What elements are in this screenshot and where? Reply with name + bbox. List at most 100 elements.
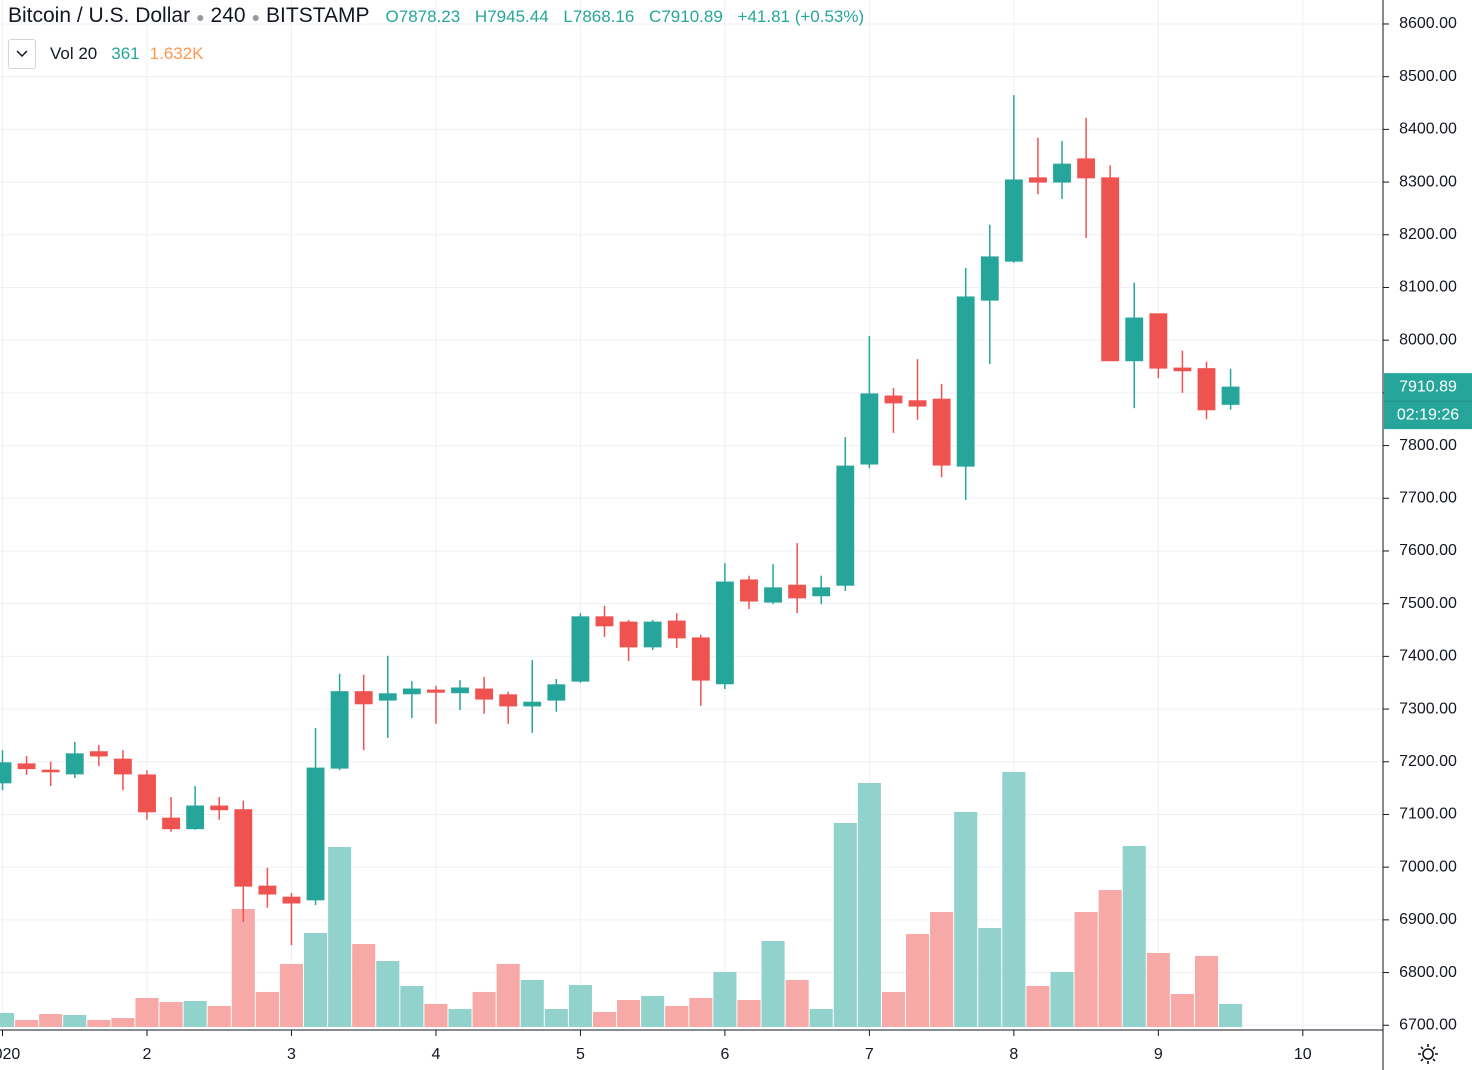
candle-body: [860, 393, 879, 465]
ohlc-letter: O: [385, 7, 399, 26]
volume-bar: [592, 1011, 617, 1027]
candle-body: [1125, 317, 1144, 362]
volume-bar: [713, 971, 737, 1027]
x-tick-label: 6: [720, 1046, 729, 1063]
candle-body: [691, 637, 710, 681]
change: +41.81 (+0.53%): [737, 7, 865, 26]
candle-body: [475, 688, 494, 700]
candle-body: [17, 763, 36, 770]
y-tick-label: 7300.00: [1399, 700, 1457, 717]
grid: [0, 0, 1383, 1030]
candle-body: [1004, 179, 1023, 262]
y-tick-label: 8200.00: [1399, 226, 1457, 243]
volume-bar: [496, 964, 520, 1027]
candle-layer: [0, 95, 1240, 946]
volume-legend: Vol 20 361 1.632K: [8, 39, 204, 69]
candle-body: [162, 817, 180, 830]
volume-bar: [1170, 994, 1194, 1027]
candle-body: [740, 579, 758, 602]
y-tick-label: 8100.00: [1399, 279, 1457, 296]
y-tick-label: 7000.00: [1399, 858, 1457, 875]
candle-body: [1149, 313, 1168, 369]
volume-bar: [1194, 955, 1219, 1027]
y-tick-label: 7100.00: [1399, 806, 1457, 823]
candle-body: [836, 465, 855, 586]
volume-bar: [1002, 772, 1026, 1027]
volume-bar: [376, 961, 400, 1027]
volume-bar: [400, 985, 424, 1027]
candle-body: [427, 689, 445, 693]
volume-layer: [0, 772, 1243, 1027]
candle-body: [980, 256, 999, 301]
volume-bar: [641, 995, 665, 1027]
candle-body: [1101, 177, 1120, 362]
candle-body: [186, 805, 205, 830]
x-tick-label: 9: [1154, 1046, 1163, 1063]
ohlc-letter: C: [649, 7, 662, 26]
y-tick-label: 7200.00: [1399, 753, 1457, 770]
interval: 240: [210, 4, 246, 27]
y-tick-label: 7400.00: [1399, 648, 1457, 665]
ohlc-letter: H: [474, 7, 488, 26]
y-tick-label: 7500.00: [1399, 595, 1457, 612]
candle-body: [378, 693, 397, 701]
ohlc-value: 7868.16: [572, 7, 635, 26]
header: Bitcoin / U.S. Dollar ● 240 ● BITSTAMP O78…: [8, 4, 874, 28]
volume-bar: [87, 1019, 111, 1027]
candle-body: [932, 398, 951, 466]
y-tick-label: 8300.00: [1399, 173, 1457, 190]
candle-body: [65, 753, 84, 775]
volume-bar: [833, 823, 857, 1027]
collapse-button[interactable]: [8, 39, 36, 69]
volume-bar: [135, 998, 159, 1027]
volume-bar: [279, 964, 304, 1027]
volume-bar: [881, 991, 905, 1027]
candle-body: [812, 587, 831, 597]
settings-icon[interactable]: [1418, 1044, 1438, 1064]
candle-body: [764, 587, 782, 603]
candle-body: [402, 688, 421, 695]
volume-bar: [785, 979, 809, 1027]
volume-bar: [448, 1008, 472, 1027]
ohlc-value: 7910.89: [661, 7, 723, 26]
volume-bar: [63, 1015, 87, 1027]
candle-body: [354, 691, 373, 705]
candle-body: [306, 767, 325, 901]
volume-bar: [544, 1008, 568, 1027]
candle-body: [595, 616, 614, 627]
volume-ma: 1.632K: [149, 44, 204, 63]
candle-body: [1053, 163, 1071, 183]
volume-bar: [472, 991, 496, 1027]
volume-bar: [761, 941, 785, 1027]
y-tick-label: 6900.00: [1399, 911, 1457, 928]
candle-body: [138, 774, 156, 813]
symbol-title: Bitcoin / U.S. Dollar: [8, 4, 191, 27]
volume-bar: [520, 979, 544, 1027]
x-tick-label: 3: [287, 1046, 296, 1063]
volume-bar: [0, 1012, 15, 1027]
candle-body: [1221, 386, 1240, 405]
volume-value: 361: [111, 44, 140, 63]
x-tick-label: 4: [431, 1046, 440, 1063]
candle-body: [451, 687, 469, 694]
ohlc-letter: L: [563, 7, 573, 26]
candle-body: [908, 400, 927, 407]
y-axis: 6700.00 6800.00 6900.00 7000.00 7100.00 7200.…: [1383, 15, 1457, 1030]
y-tick-label: 7600.00: [1399, 542, 1457, 559]
y-tick-label: 6800.00: [1399, 964, 1457, 981]
ohlc-value: 7878.23: [398, 7, 461, 26]
volume-bar: [568, 985, 592, 1027]
volume-bar: [1219, 1004, 1243, 1027]
volume-bar: [15, 1019, 39, 1027]
candle-body: [499, 694, 518, 707]
candle-body: [788, 584, 807, 599]
volume-bar: [424, 1004, 448, 1027]
volume-bar: [111, 1018, 135, 1027]
candle-body: [1029, 177, 1047, 183]
volume-bar: [665, 1005, 689, 1027]
volume-bar: [183, 1001, 207, 1027]
volume-bar: [905, 934, 930, 1027]
volume-bar: [328, 847, 352, 1027]
x-tick-label: 2: [143, 1046, 152, 1063]
